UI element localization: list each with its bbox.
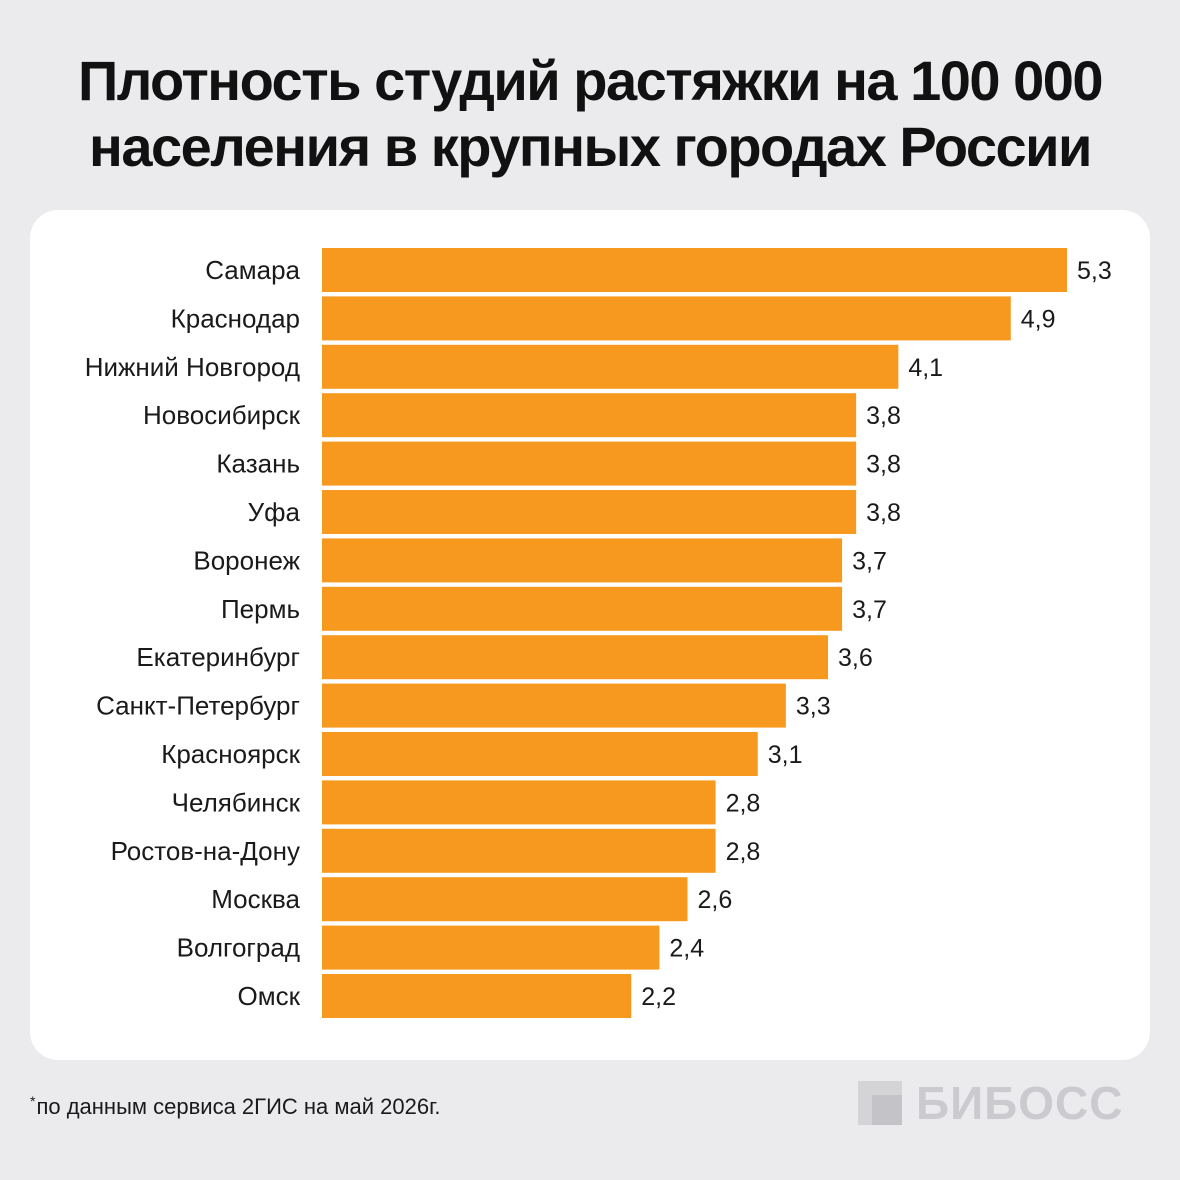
bar xyxy=(322,635,829,680)
category-label: Казань xyxy=(216,449,300,479)
category-label: Ростов-на-Дону xyxy=(111,836,300,866)
category-label: Новосибирск xyxy=(143,400,301,430)
bar xyxy=(322,538,843,583)
footnote-text: по данным сервиса 2ГИС на май 2026г. xyxy=(36,1094,441,1119)
value-label: 3,7 xyxy=(852,547,887,575)
bar xyxy=(322,828,716,873)
value-label: 3,1 xyxy=(768,741,803,769)
category-label: Уфа xyxy=(248,497,301,527)
chart-title-line-2: населения в крупных городах России xyxy=(89,115,1092,178)
bar xyxy=(322,393,857,438)
brand-logo: БИБОСС xyxy=(858,1077,1124,1129)
bar xyxy=(322,248,1067,292)
category-label: Москва xyxy=(211,884,300,914)
category-label: Волгоград xyxy=(177,933,300,963)
value-label: 3,3 xyxy=(796,693,831,721)
bar xyxy=(322,490,857,534)
bar xyxy=(322,683,786,728)
square-logo-icon xyxy=(858,1081,902,1125)
category-label: Челябинск xyxy=(172,787,301,817)
value-label: 3,8 xyxy=(866,499,901,527)
value-label: 2,8 xyxy=(726,838,761,866)
value-label: 3,8 xyxy=(866,402,901,430)
category-label: Санкт-Петербург xyxy=(96,691,300,721)
bar xyxy=(322,441,857,486)
category-label: Воронеж xyxy=(193,545,300,575)
chart-title-line-1: Плотность студий растяжки на 100 000 xyxy=(77,49,1104,112)
category-label: Екатеринбург xyxy=(136,642,300,672)
value-label: 4,9 xyxy=(1021,305,1056,333)
bar xyxy=(322,732,758,776)
chart-card: Самара 5,3 Краснодар 4,9 Нижний Новгород 4,1 Н… xyxy=(30,210,1150,1060)
bar xyxy=(322,296,1011,341)
category-label: Пермь xyxy=(221,594,300,624)
category-label: Краснодар xyxy=(171,303,300,333)
value-label: 2,4 xyxy=(669,935,704,963)
category-label: Нижний Новгород xyxy=(85,352,300,382)
value-label: 5,3 xyxy=(1077,257,1112,285)
value-label: 3,8 xyxy=(866,451,901,479)
footnote: *по данным сервиса 2ГИС на май 2026г. xyxy=(30,1093,441,1120)
brand-logo-text: БИБОСС xyxy=(916,1077,1124,1129)
bar xyxy=(322,877,688,922)
bar xyxy=(322,780,716,825)
category-label: Самара xyxy=(205,255,300,285)
bar xyxy=(322,925,660,970)
value-label: 4,1 xyxy=(908,354,943,382)
value-label: 2,2 xyxy=(641,983,676,1011)
footnote-mark: * xyxy=(30,1093,36,1109)
value-label: 3,7 xyxy=(852,596,887,624)
bar xyxy=(322,586,843,631)
value-label: 2,8 xyxy=(726,789,761,817)
value-label: 2,6 xyxy=(697,886,732,914)
category-label: Красноярск xyxy=(161,739,300,769)
bar-chart: Самара 5,3 Краснодар 4,9 Нижний Новгород 4,1 Н… xyxy=(85,248,1112,1018)
bar xyxy=(322,974,632,1018)
chart-title: Плотность студий растяжки на 100 000 нас… xyxy=(0,48,1180,180)
category-label: Омск xyxy=(238,981,301,1011)
bar xyxy=(322,344,899,389)
value-label: 3,6 xyxy=(838,644,873,672)
